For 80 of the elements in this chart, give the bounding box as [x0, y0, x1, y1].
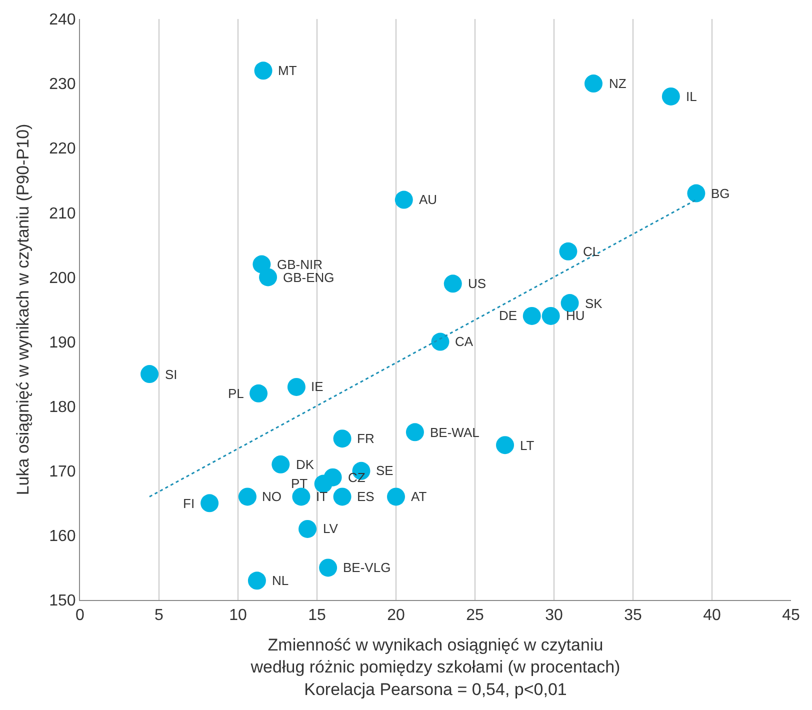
annotation: HU	[566, 308, 585, 323]
x-tick-label: 30	[545, 607, 563, 624]
x-tick-label: 15	[308, 607, 326, 624]
point	[314, 474, 332, 493]
annotation: AT	[411, 489, 427, 504]
x-tick-label: 25	[466, 607, 484, 624]
annotation: IE	[311, 379, 324, 394]
y-tick-label: 240	[49, 12, 76, 29]
annotation: FR	[357, 431, 374, 446]
annotation: LT	[520, 438, 534, 453]
y-axis-title: Luka osiągnięć w wynikach w czytaniu (P90-P10)	[14, 124, 33, 496]
annotation: ES	[357, 489, 375, 504]
point	[406, 423, 424, 442]
point	[559, 242, 578, 260]
annotation: DE	[499, 308, 518, 323]
point	[287, 378, 306, 396]
annotation: SI	[165, 367, 178, 382]
point	[248, 572, 266, 590]
y-tick-label: 230	[49, 76, 76, 94]
annotation: GB-ENG	[283, 270, 334, 285]
point	[431, 332, 450, 351]
point	[272, 455, 290, 474]
annotation: BE-VLG	[343, 560, 391, 575]
y-tick-label: 210	[49, 205, 76, 222]
x-tick-label: 45	[782, 607, 800, 624]
point	[298, 520, 317, 538]
annotation: NO	[262, 489, 282, 504]
annotation: GB-NIR	[277, 257, 322, 272]
y-tick-label: 160	[49, 528, 76, 546]
annotation: DK	[296, 457, 314, 472]
point	[560, 294, 579, 312]
annotation: LV	[323, 521, 338, 536]
y-tick-label: 170	[49, 463, 76, 480]
annotation: IT	[316, 489, 328, 504]
annotation: PL	[228, 386, 244, 401]
point	[259, 268, 278, 286]
y-tick-label: 200	[49, 270, 76, 287]
x-tick-label: 0	[76, 607, 85, 624]
point	[254, 62, 272, 80]
point	[394, 190, 413, 209]
annotation: BE-WAL	[430, 425, 480, 440]
point	[687, 184, 706, 202]
point	[250, 384, 268, 402]
x-tick-label: 20	[387, 607, 405, 624]
x-tick-label: 5	[154, 607, 164, 624]
point	[584, 74, 602, 93]
point	[200, 494, 219, 512]
annotation: NZ	[609, 76, 626, 91]
point	[496, 436, 514, 454]
annotation: SK	[585, 296, 603, 311]
y-tick-label: 220	[49, 140, 76, 158]
y-tick-label: 150	[49, 592, 76, 610]
annotation: CA	[455, 334, 474, 349]
annotation: PT	[291, 476, 308, 491]
point	[319, 558, 338, 577]
annotation: NL	[272, 573, 289, 588]
x-tick-label: 10	[229, 607, 247, 624]
annotation: BG	[711, 186, 730, 201]
x-tick-label: 35	[624, 607, 642, 624]
point	[387, 488, 405, 506]
annotation: MT	[278, 63, 297, 78]
annotation: AU	[419, 192, 438, 207]
annotation: FI	[183, 496, 195, 511]
point	[522, 306, 541, 325]
annotation: SE	[376, 463, 394, 478]
annotation: US	[468, 276, 486, 291]
annotation: CL	[583, 244, 600, 259]
x-axis-title: Zmienność w wynikach osiągnięć w czytaniu według różnic pomiędzy szkołami (w procentach) Korelacja Pearsona = 0,54, p<0,01	[250, 636, 620, 699]
point	[140, 365, 159, 384]
point	[542, 306, 560, 325]
point	[333, 488, 352, 506]
x-tick-label: 40	[703, 607, 721, 624]
y-tick-label: 190	[49, 334, 76, 352]
y-tick-label: 180	[49, 398, 76, 416]
point	[333, 430, 352, 448]
point	[238, 488, 256, 506]
annotation: IL	[686, 89, 697, 104]
point	[662, 87, 680, 106]
point	[292, 488, 310, 506]
point	[444, 274, 462, 293]
